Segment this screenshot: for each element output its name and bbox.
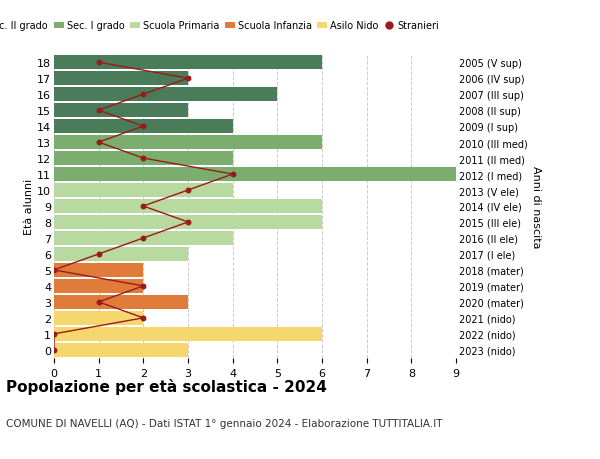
Bar xyxy=(54,311,143,325)
Point xyxy=(139,283,148,290)
Point xyxy=(94,107,103,115)
Point xyxy=(139,91,148,99)
Text: COMUNE DI NAVELLI (AQ) - Dati ISTAT 1° gennaio 2024 - Elaborazione TUTTITALIA.IT: COMUNE DI NAVELLI (AQ) - Dati ISTAT 1° g… xyxy=(6,418,443,428)
Bar xyxy=(54,184,233,197)
Text: Popolazione per età scolastica - 2024: Popolazione per età scolastica - 2024 xyxy=(6,379,327,395)
Bar xyxy=(54,280,143,293)
Bar xyxy=(54,56,322,70)
Point xyxy=(139,203,148,210)
Y-axis label: Età alunni: Età alunni xyxy=(25,179,34,235)
Point xyxy=(139,155,148,162)
Bar xyxy=(54,263,143,277)
Bar xyxy=(54,136,322,150)
Point xyxy=(139,235,148,242)
Bar xyxy=(54,216,322,229)
Point xyxy=(49,347,59,354)
Y-axis label: Anni di nascita: Anni di nascita xyxy=(532,165,541,248)
Point xyxy=(94,139,103,146)
Point xyxy=(49,330,59,338)
Bar xyxy=(54,120,233,134)
Point xyxy=(228,171,238,179)
Bar xyxy=(54,168,456,181)
Bar xyxy=(54,296,188,309)
Bar xyxy=(54,72,188,86)
Point xyxy=(94,251,103,258)
Point xyxy=(94,59,103,67)
Point xyxy=(183,219,193,226)
Legend: Sec. II grado, Sec. I grado, Scuola Primaria, Scuola Infanzia, Asilo Nido, Stran: Sec. II grado, Sec. I grado, Scuola Prim… xyxy=(0,17,443,35)
Point xyxy=(49,267,59,274)
Point xyxy=(139,314,148,322)
Point xyxy=(183,187,193,194)
Bar xyxy=(54,88,277,102)
Bar xyxy=(54,327,322,341)
Bar xyxy=(54,152,233,166)
Bar xyxy=(54,104,188,118)
Bar xyxy=(54,232,233,245)
Point xyxy=(94,298,103,306)
Bar xyxy=(54,200,322,213)
Bar xyxy=(54,343,188,357)
Bar xyxy=(54,247,188,261)
Point xyxy=(139,123,148,130)
Point xyxy=(183,75,193,83)
